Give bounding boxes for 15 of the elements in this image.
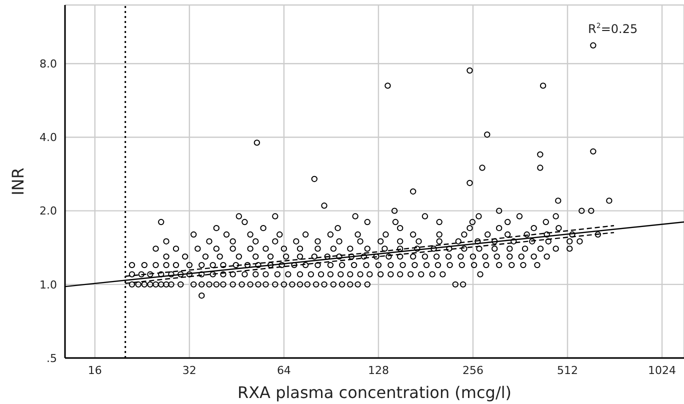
x-tick-label: 256 [462,364,484,377]
y-tick-label: 2.0 [40,204,57,218]
y-axis-title: INR [8,168,28,196]
x-tick-label: 1024 [648,364,676,377]
x-tick-label: 16 [88,364,102,377]
x-tick-label: 64 [276,364,291,377]
x-tick-label: 512 [557,364,578,377]
annotation: R$^{2}$=0.25 [588,22,638,36]
y-tick-label: .5 [46,352,57,365]
x-axis-title: RXA plasma concentration (mcg/l) [237,383,512,402]
y-tick-label: 1.0 [40,278,57,292]
y-tick-label: 4.0 [40,131,57,144]
x-tick-label: 128 [368,364,389,377]
x-tick-label: 32 [182,364,196,377]
y-tick-label: 8.0 [40,58,57,71]
